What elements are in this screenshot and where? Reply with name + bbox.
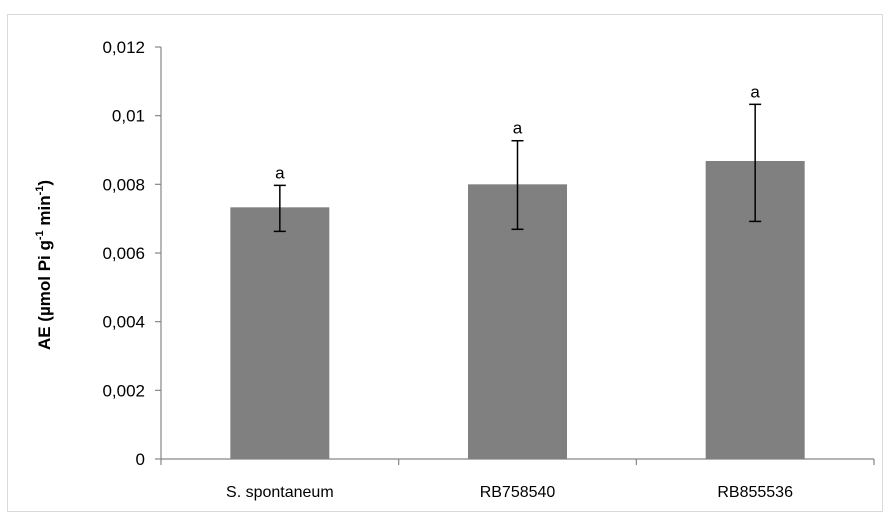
bar (230, 207, 330, 459)
y-tick-label: 0,01 (112, 107, 145, 126)
significance-label: a (750, 82, 760, 101)
bar (468, 184, 567, 460)
x-axis: S. spontaneum RB758540 RB855536 (160, 458, 875, 501)
significance-label: a (275, 163, 285, 182)
y-axis-title-suffix: ) (35, 180, 54, 186)
x-tick-label: S. spontaneum (226, 484, 334, 501)
y-tick-label: 0,012 (102, 38, 145, 57)
y-tick-label: 0,004 (102, 313, 145, 332)
x-tick-label: RB758540 (480, 484, 556, 501)
error-bars (273, 103, 762, 233)
y-axis: 0 0,002 0,004 0,006 0,008 0,01 0,012 (102, 38, 162, 469)
y-axis-title-mid: min (35, 195, 54, 230)
y-axis-title-sup1: -1 (34, 230, 46, 240)
y-tick-label: 0,006 (102, 244, 145, 263)
significance-label: a (513, 119, 523, 138)
y-axis-title: AE (µmol Pi g-1 min-1) (34, 180, 54, 350)
y-tick-label: 0,008 (102, 175, 145, 194)
y-axis-title-sup2: -1 (34, 186, 46, 196)
y-axis-title-prefix: AE (µmol Pi g (35, 240, 54, 350)
y-tick-label: 0,002 (102, 381, 145, 400)
significance-labels: a a a (275, 82, 760, 182)
y-tick-label: 0 (136, 450, 145, 469)
x-tick-label: RB855536 (717, 484, 793, 501)
